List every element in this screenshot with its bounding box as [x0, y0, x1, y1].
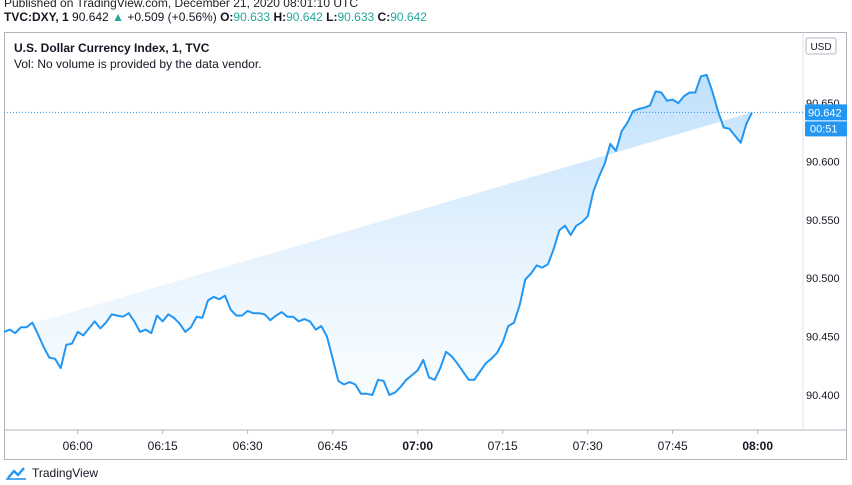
chart-title: U.S. Dollar Currency Index, 1, TVC [14, 41, 210, 55]
last-price-badge-text: 90.642 [808, 107, 842, 119]
countdown-badge-text: 00:51 [810, 123, 838, 135]
countdown-badge [805, 121, 847, 137]
chart-frame [4, 32, 847, 460]
change-arrow-icon: ▲ [112, 10, 124, 24]
tradingview-logo[interactable]: TradingView [4, 466, 98, 480]
low-label: L: [326, 10, 338, 24]
x-tick-label: 06:45 [318, 439, 348, 453]
x-tick-label: 06:15 [148, 439, 178, 453]
y-tick-label: 90.550 [806, 215, 840, 227]
y-tick-label: 90.400 [806, 390, 840, 402]
volume-note: Vol: No volume is provided by the data v… [14, 57, 262, 71]
brand-name: TradingView [32, 466, 99, 480]
symbol-line: TVC:DXY, 1 90.642 ▲ +0.509 (+0.56%) O:90… [4, 10, 427, 24]
price-area-fill [4, 75, 752, 395]
symbol-name: TVC:DXY, 1 [4, 10, 69, 24]
tradingview-cloud-icon [6, 467, 26, 480]
last-price: 90.642 [72, 10, 109, 24]
y-tick-label: 90.450 [806, 332, 840, 344]
x-tick-label: 06:30 [233, 439, 263, 453]
close-label: C: [377, 10, 391, 24]
open-value: 90.633 [233, 10, 271, 24]
high-value: 90.642 [286, 10, 323, 24]
published-line: Published on TradingView.com, December 2… [4, 0, 358, 10]
close-value: 90.642 [390, 10, 427, 24]
currency-box[interactable] [805, 37, 837, 55]
x-tick-label: 07:00 [402, 439, 433, 453]
x-tick-label: 07:30 [573, 439, 603, 453]
last-price-badge [805, 104, 847, 121]
low-value: 90.633 [337, 10, 375, 24]
x-tick-label: 07:15 [488, 439, 518, 453]
high-label: H: [273, 10, 287, 24]
y-tick-label: 90.600 [806, 156, 840, 168]
x-tick-label: 07:45 [658, 439, 688, 453]
price-change: +0.509 (+0.56%) [127, 10, 217, 24]
currency-label: USD [810, 42, 831, 53]
x-tick-label: 08:00 [742, 439, 773, 453]
price-series-line [3, 74, 753, 396]
open-label: O: [220, 10, 234, 24]
x-tick-label: 06:00 [63, 439, 93, 453]
y-tick-label: 90.500 [806, 273, 840, 285]
